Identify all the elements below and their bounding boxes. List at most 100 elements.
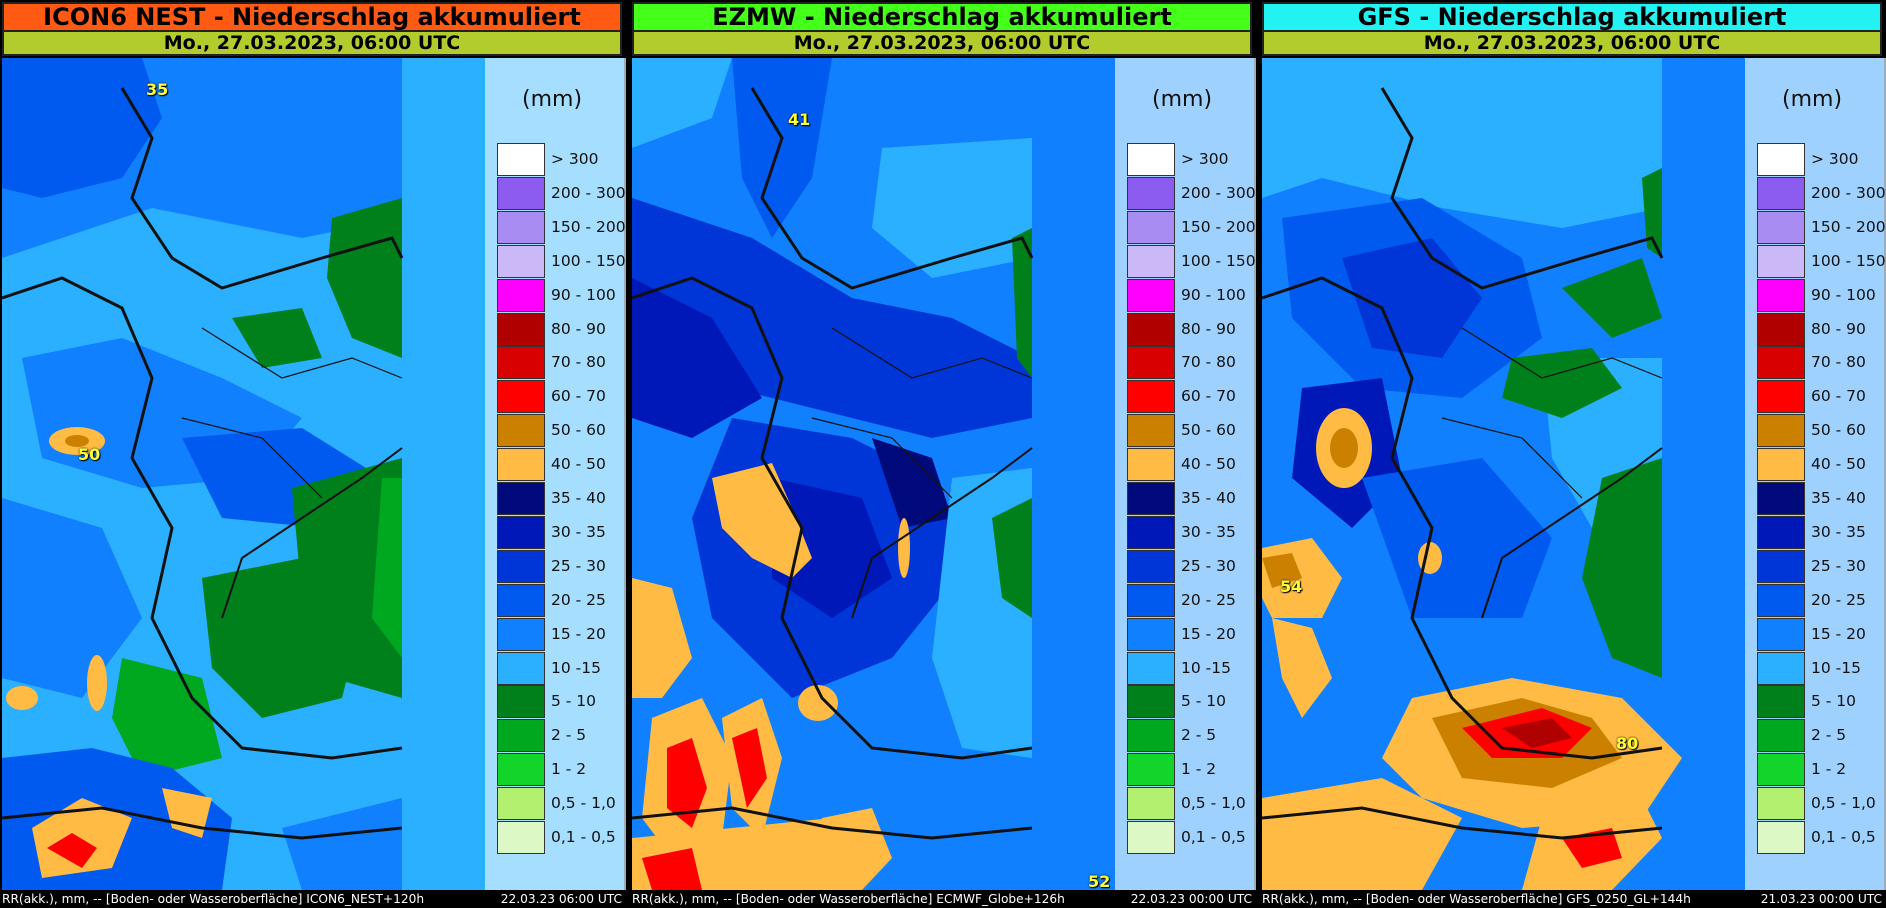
legend-label: 150 - 200 [1811, 217, 1886, 236]
legend-label: 35 - 40 [1811, 489, 1866, 507]
legend-label: 100 - 150 [1811, 251, 1886, 270]
legend-label: 20 - 25 [1811, 590, 1866, 609]
legend-label: 50 - 60 [1811, 421, 1866, 440]
legend-swatch [1127, 210, 1175, 244]
panel-date: Mo., 27.03.2023, 06:00 UTC [632, 32, 1252, 56]
legend-swatch [1127, 753, 1175, 787]
legend-swatch [497, 210, 545, 244]
legend-swatch [1757, 651, 1805, 685]
legend-label: 10 -15 [1811, 658, 1861, 677]
legend-label: 5 - 10 [551, 692, 597, 711]
footer-run-time: 22.03.23 00:00 UTC [1130, 892, 1252, 906]
panel-date: Mo., 27.03.2023, 06:00 UTC [2, 32, 622, 56]
legend-swatch [497, 143, 545, 176]
panel-icon6-nest: ICON6 NEST - Niederschlag akkumuliert Mo… [0, 0, 626, 908]
legend-label: 2 - 5 [1811, 726, 1847, 745]
legend-swatch [1127, 651, 1175, 685]
legend-label: 5 - 10 [1181, 692, 1227, 711]
legend-label: 80 - 90 [1811, 319, 1866, 338]
legend-swatch [497, 244, 545, 278]
legend-swatch [1757, 380, 1805, 414]
legend-swatch [1757, 787, 1805, 821]
legend-label: 150 - 200 [551, 217, 626, 236]
legend-swatch [1757, 549, 1805, 583]
legend-label: 15 - 20 [1181, 624, 1236, 643]
legend-label: 40 - 50 [551, 455, 606, 474]
panel-title: GFS - Niederschlag akkumuliert [1262, 2, 1882, 32]
footer-run-time: 22.03.23 06:00 UTC [500, 892, 622, 906]
legend-label: 0,5 - 1,0 [551, 794, 616, 813]
peak-label: 50 [78, 445, 101, 464]
legend-swatch [1127, 414, 1175, 448]
legend-swatch [1757, 346, 1805, 380]
legend-swatch [1127, 617, 1175, 651]
legend-label: 70 - 80 [1811, 353, 1866, 372]
legend-label: 20 - 25 [1181, 590, 1236, 609]
legend-swatch [1757, 583, 1805, 617]
legend-swatch [497, 414, 545, 448]
legend-label: 70 - 80 [551, 353, 606, 372]
legend-swatch [497, 651, 545, 685]
legend-label: 35 - 40 [1181, 489, 1236, 507]
legend-label: 25 - 30 [1181, 556, 1236, 575]
peak-label: 80 [1616, 734, 1639, 753]
legend-label: > 300 [1181, 150, 1229, 168]
legend-swatch [497, 753, 545, 787]
legend-label: 80 - 90 [551, 319, 606, 338]
legend-label: 200 - 300 [551, 183, 626, 202]
legend-label: 1 - 2 [1181, 760, 1217, 779]
legend-swatch [1757, 210, 1805, 244]
footer: RR(akk.), mm, -- [Boden- oder Wasserober… [1260, 890, 1886, 908]
legend-label: > 300 [1811, 150, 1859, 168]
legend-swatch [1127, 346, 1175, 380]
legend-swatch [497, 448, 545, 482]
legend-swatch [497, 583, 545, 617]
legend-label: 0,5 - 1,0 [1181, 794, 1246, 813]
legend-label: 200 - 300 [1181, 183, 1256, 202]
legend-swatch [1757, 515, 1805, 549]
legend-swatch [1757, 753, 1805, 787]
legend-swatch [1127, 176, 1175, 210]
legend-swatch [1127, 380, 1175, 414]
legend-label: 1 - 2 [1811, 760, 1847, 779]
legend-swatch [1127, 685, 1175, 719]
legend-swatch [1757, 414, 1805, 448]
legend-swatch [497, 346, 545, 380]
legend-swatch [497, 176, 545, 210]
legend-label: > 300 [551, 150, 599, 168]
legend-label: 40 - 50 [1811, 455, 1866, 474]
legend-label: 5 - 10 [1811, 692, 1857, 711]
panel-gfs: GFS - Niederschlag akkumuliert Mo., 27.0… [1260, 0, 1886, 908]
legend-swatch [1127, 244, 1175, 278]
legend-label: 2 - 5 [1181, 726, 1217, 745]
peak-label: 35 [146, 80, 169, 99]
legend-swatch [497, 685, 545, 719]
peak-label: 52 [1088, 872, 1111, 891]
footer-run-time: 21.03.23 00:00 UTC [1760, 892, 1882, 906]
panel-ezmw: EZMW - Niederschlag akkumuliert Mo., 27.… [630, 0, 1256, 908]
legend-swatch [1127, 549, 1175, 583]
legend-label: 80 - 90 [1181, 319, 1236, 338]
legend-swatch [1757, 685, 1805, 719]
legend-swatch [497, 312, 545, 346]
legend-swatch [497, 515, 545, 549]
panel-title: ICON6 NEST - Niederschlag akkumuliert [2, 2, 622, 32]
legend-swatch [1757, 244, 1805, 278]
legend-swatch [1757, 448, 1805, 482]
legend-swatch [1757, 719, 1805, 753]
legend-unit: (mm) [1782, 87, 1843, 112]
legend-swatch [497, 787, 545, 821]
panel-title: EZMW - Niederschlag akkumuliert [632, 2, 1252, 32]
legend-label: 10 -15 [1181, 658, 1231, 677]
legend-swatch [1127, 787, 1175, 821]
legend-label: 200 - 300 [1811, 183, 1886, 202]
legend-swatch [497, 380, 545, 414]
legend-swatch [1757, 617, 1805, 651]
legend-label: 30 - 35 [1181, 522, 1236, 541]
peak-label: 54 [1280, 577, 1303, 596]
footer-description: RR(akk.), mm, -- [Boden- oder Wasserober… [632, 892, 1065, 906]
legend-swatch [1127, 583, 1175, 617]
legend-swatch [497, 617, 545, 651]
legend-label: 150 - 200 [1181, 217, 1256, 236]
legend-label: 0,1 - 0,5 [551, 828, 616, 846]
